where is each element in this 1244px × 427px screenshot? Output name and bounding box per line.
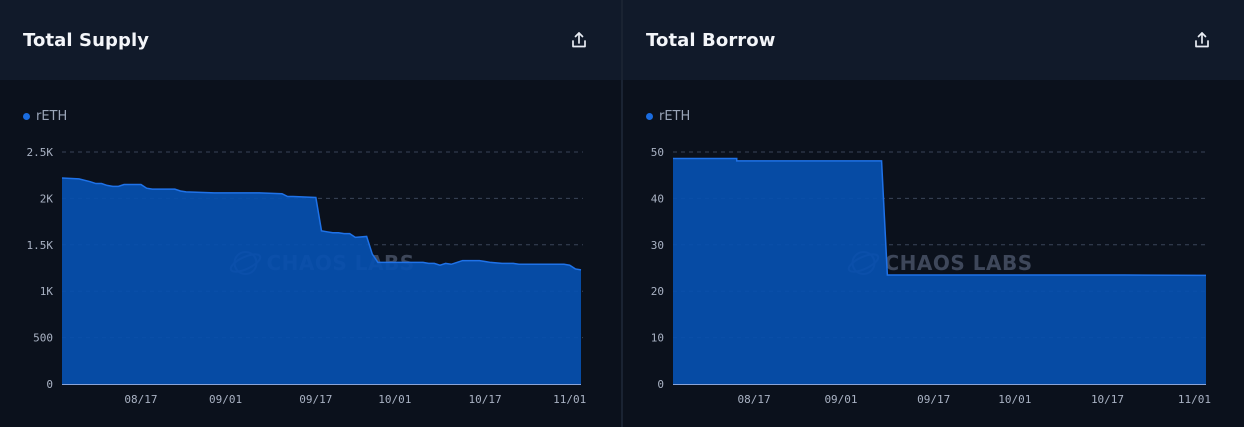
x-tick-label: 10/17	[1091, 393, 1124, 406]
x-tick-label: 09/17	[299, 393, 332, 406]
share-export-icon	[572, 32, 586, 48]
y-tick-label: 20	[651, 285, 664, 298]
legend-label: rETH	[36, 109, 68, 124]
card-header: Total Borrow	[623, 0, 1244, 80]
y-tick-label: 40	[651, 192, 664, 205]
y-tick-label: 30	[651, 239, 664, 252]
x-tick-label: 10/01	[378, 393, 411, 406]
series-line[interactable]	[673, 157, 1207, 277]
x-tick-label: 10/01	[998, 393, 1031, 406]
x-tick-label: 08/17	[738, 393, 771, 406]
card-divider	[621, 0, 623, 427]
series-area[interactable]	[673, 158, 1206, 384]
legend-label: rETH	[659, 109, 691, 124]
y-tick-label: 2K	[40, 192, 54, 205]
y-tick-label: 0	[46, 378, 53, 391]
watermark-text: CHAOS LABS	[885, 251, 1033, 275]
legend-swatch	[646, 113, 653, 120]
chart-area: rETH 0 10 20 30 40 50 CHAOS LABS 08/17 09/01 09/1…	[623, 80, 1244, 427]
card-title: Total Borrow	[646, 29, 776, 51]
x-tick-label: 09/01	[824, 393, 857, 406]
y-tick-label: 50	[651, 146, 664, 159]
series-line[interactable]	[61, 177, 582, 271]
series-area[interactable]	[62, 177, 581, 384]
total-supply-card: Total Supply rETH 05001K1.5K2K2.5KCHAOS …	[0, 0, 621, 427]
borrow-chart: 0 10 20 30 40 50 CHAOS LABS 08/17 09/01 09/17 10/0…	[651, 146, 1211, 406]
card-title: Total Supply	[23, 29, 150, 51]
export-button[interactable]	[1190, 28, 1214, 52]
legend[interactable]: rETH	[646, 109, 690, 124]
export-button[interactable]	[567, 28, 591, 52]
x-tick-label: 09/01	[209, 393, 242, 406]
y-tick-label: 10	[651, 332, 664, 345]
share-export-icon	[1195, 32, 1209, 48]
total-borrow-card: Total Borrow rETH 0 10 20 30 40 50 CHAOS LABS 0…	[623, 0, 1244, 427]
y-tick-label: 1K	[40, 285, 54, 298]
x-tick-label: 10/17	[469, 393, 502, 406]
y-tick-label: 1.5K	[27, 239, 54, 252]
card-header: Total Supply	[0, 0, 621, 80]
y-tick-label: 0	[657, 378, 664, 391]
y-tick-label: 2.5K	[27, 146, 54, 159]
legend[interactable]: rETH	[23, 109, 67, 124]
x-tick-label: 09/17	[917, 393, 950, 406]
x-tick-label: 11/01	[1178, 393, 1211, 406]
y-tick-label: 500	[33, 332, 53, 345]
x-tick-label: 08/17	[124, 393, 157, 406]
x-tick-label: 11/01	[553, 393, 586, 406]
legend-swatch	[23, 113, 30, 120]
